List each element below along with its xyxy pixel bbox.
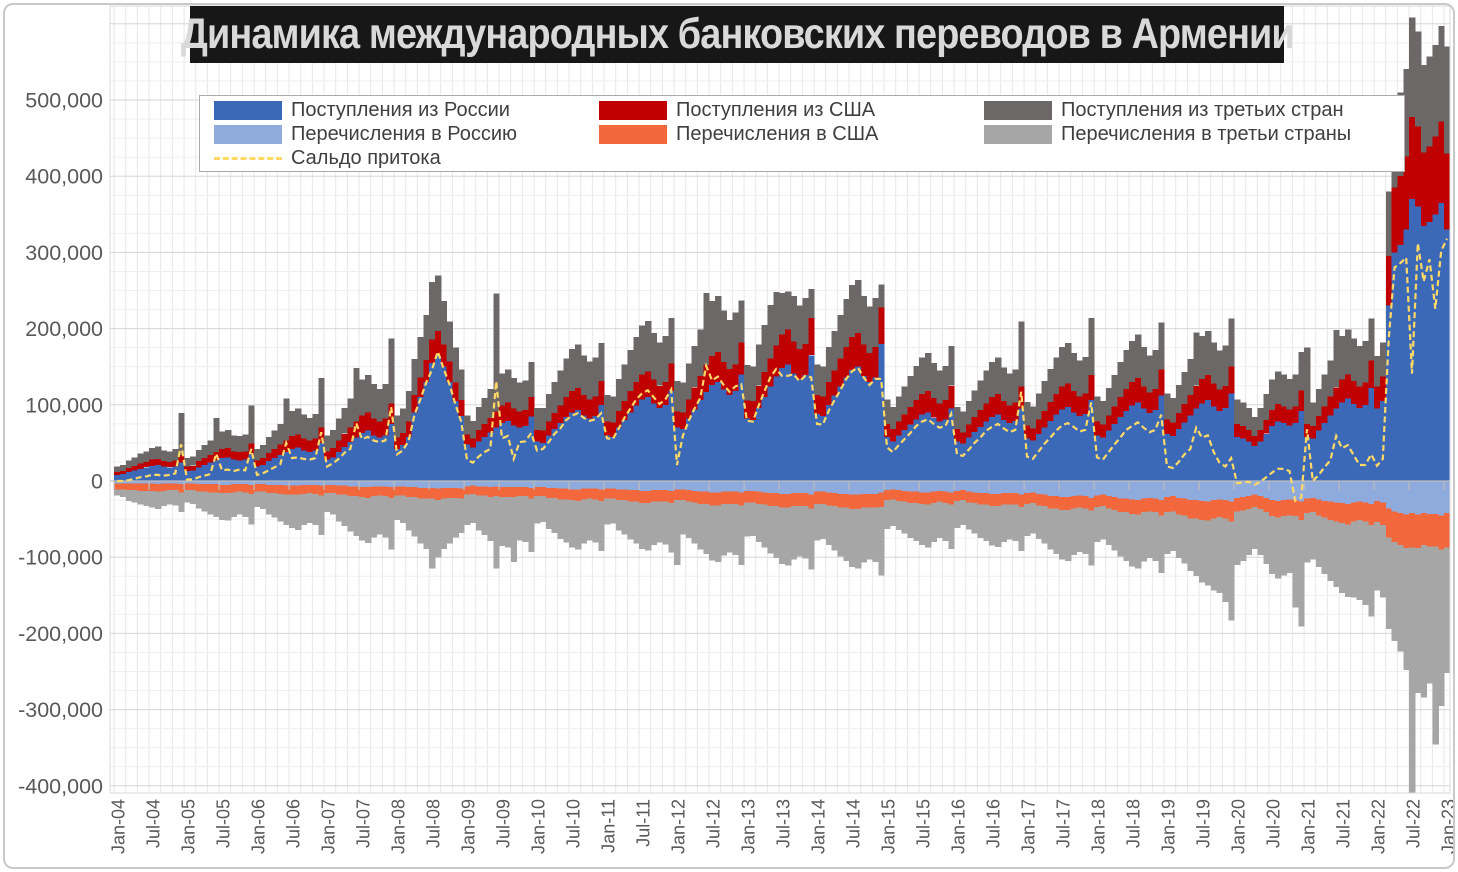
legend-item-4: Перечисления в Россию	[214, 122, 599, 146]
svg-text:Jan-19: Jan-19	[1159, 799, 1179, 854]
legend-item-7: Сальдо притока	[214, 146, 599, 170]
svg-text:Jan-18: Jan-18	[1089, 799, 1109, 854]
legend-label-1: Поступления из России	[291, 98, 510, 121]
svg-text:Jan-11: Jan-11	[599, 799, 619, 853]
svg-text:Jul-06: Jul-06	[284, 799, 304, 848]
svg-text:Jan-17: Jan-17	[1019, 799, 1039, 854]
svg-text:Jul-08: Jul-08	[424, 799, 444, 848]
svg-text:Jan-22: Jan-22	[1369, 799, 1389, 854]
svg-text:Jul-14: Jul-14	[844, 799, 864, 848]
svg-text:Jul-04: Jul-04	[144, 799, 164, 848]
svg-text:Jul-21: Jul-21	[1334, 799, 1354, 848]
svg-text:Jan-09: Jan-09	[459, 799, 479, 854]
legend-swatch-5	[599, 124, 667, 144]
svg-text:Jan-14: Jan-14	[809, 799, 829, 854]
svg-text:Jan-16: Jan-16	[949, 799, 969, 854]
svg-text:Jul-20: Jul-20	[1264, 799, 1284, 848]
svg-text:-100,000: -100,000	[18, 546, 103, 570]
svg-text:Jul-10: Jul-10	[564, 799, 584, 848]
y-axis-labels: 500,000 400,000 300,000 200,000 100,000 0 -100…	[18, 89, 103, 799]
legend-swatch-7	[214, 156, 282, 160]
zero-axis	[110, 480, 1450, 490]
legend-item-6: Перечисления в третьи страны	[984, 122, 1404, 146]
svg-text:Jan-10: Jan-10	[529, 799, 549, 854]
legend-swatch-6	[984, 124, 1052, 144]
svg-text:Jan-12: Jan-12	[669, 799, 689, 854]
svg-text:Jul-07: Jul-07	[354, 799, 374, 848]
svg-text:Jul-13: Jul-13	[774, 799, 794, 848]
svg-text:300,000: 300,000	[25, 241, 103, 265]
legend-label-5: Перечисления в США	[676, 122, 879, 145]
svg-text:Jan-21: Jan-21	[1299, 799, 1319, 854]
legend-swatch-2	[599, 100, 667, 120]
legend-swatch-4	[214, 124, 282, 144]
svg-text:Jul-11: Jul-11	[634, 799, 654, 847]
legend-swatch-3	[984, 100, 1052, 120]
stacked-bars	[114, 17, 1450, 793]
svg-text:Jul-12: Jul-12	[704, 799, 724, 848]
svg-text:0: 0	[91, 470, 103, 494]
svg-text:Jul-22: Jul-22	[1404, 799, 1424, 848]
saldo-line	[117, 238, 1448, 503]
legend-item-1: Поступления из России	[214, 98, 599, 122]
legend-item-3: Поступления из третьих стран	[984, 98, 1404, 122]
svg-text:200,000: 200,000	[25, 317, 103, 341]
svg-text:Jan-04: Jan-04	[109, 799, 129, 854]
legend-label-7: Сальдо притока	[291, 146, 441, 169]
legend: Поступления из России Поступления из США П…	[199, 95, 1405, 172]
svg-text:500,000: 500,000	[25, 89, 103, 113]
svg-text:Jul-05: Jul-05	[214, 799, 234, 848]
svg-text:Jan-13: Jan-13	[739, 799, 759, 854]
chart-title: Динамика международных банковских перево…	[180, 10, 1295, 58]
svg-text:Jan-07: Jan-07	[319, 799, 339, 854]
svg-text:Jan-23: Jan-23	[1439, 799, 1458, 854]
svg-text:Jan-05: Jan-05	[179, 799, 199, 854]
svg-text:-300,000: -300,000	[18, 698, 103, 722]
legend-label-6: Перечисления в третьи страны	[1061, 122, 1352, 145]
svg-text:Jan-06: Jan-06	[249, 799, 269, 854]
legend-label-4: Перечисления в Россию	[291, 122, 518, 145]
svg-text:Jan-20: Jan-20	[1229, 799, 1249, 854]
legend-swatch-1	[214, 100, 282, 120]
svg-text:Jul-15: Jul-15	[914, 799, 934, 848]
legend-label-2: Поступления из США	[676, 98, 876, 121]
svg-text:400,000: 400,000	[25, 165, 103, 189]
svg-text:Jul-09: Jul-09	[494, 799, 514, 848]
svg-text:Jul-19: Jul-19	[1194, 799, 1214, 848]
x-axis-labels: Jan-04 Jul-04 Jan-05 Jul-05 Jan-06 Jul-06 Jan-…	[109, 799, 1458, 854]
svg-text:-400,000: -400,000	[18, 774, 103, 798]
svg-text:Jan-15: Jan-15	[879, 799, 899, 854]
legend-label-3: Поступления из третьих стран	[1061, 98, 1344, 121]
svg-text:Jan-08: Jan-08	[389, 799, 409, 854]
svg-text:Jul-17: Jul-17	[1054, 799, 1074, 848]
svg-text:100,000: 100,000	[25, 393, 103, 417]
legend-item-5: Перечисления в США	[599, 122, 984, 146]
legend-item-2: Поступления из США	[599, 98, 984, 122]
svg-text:Jul-16: Jul-16	[984, 799, 1004, 848]
chart-title-box: Динамика международных банковских перево…	[181, 6, 1294, 63]
svg-text:-200,000: -200,000	[18, 622, 103, 646]
svg-text:Jul-18: Jul-18	[1124, 799, 1144, 848]
